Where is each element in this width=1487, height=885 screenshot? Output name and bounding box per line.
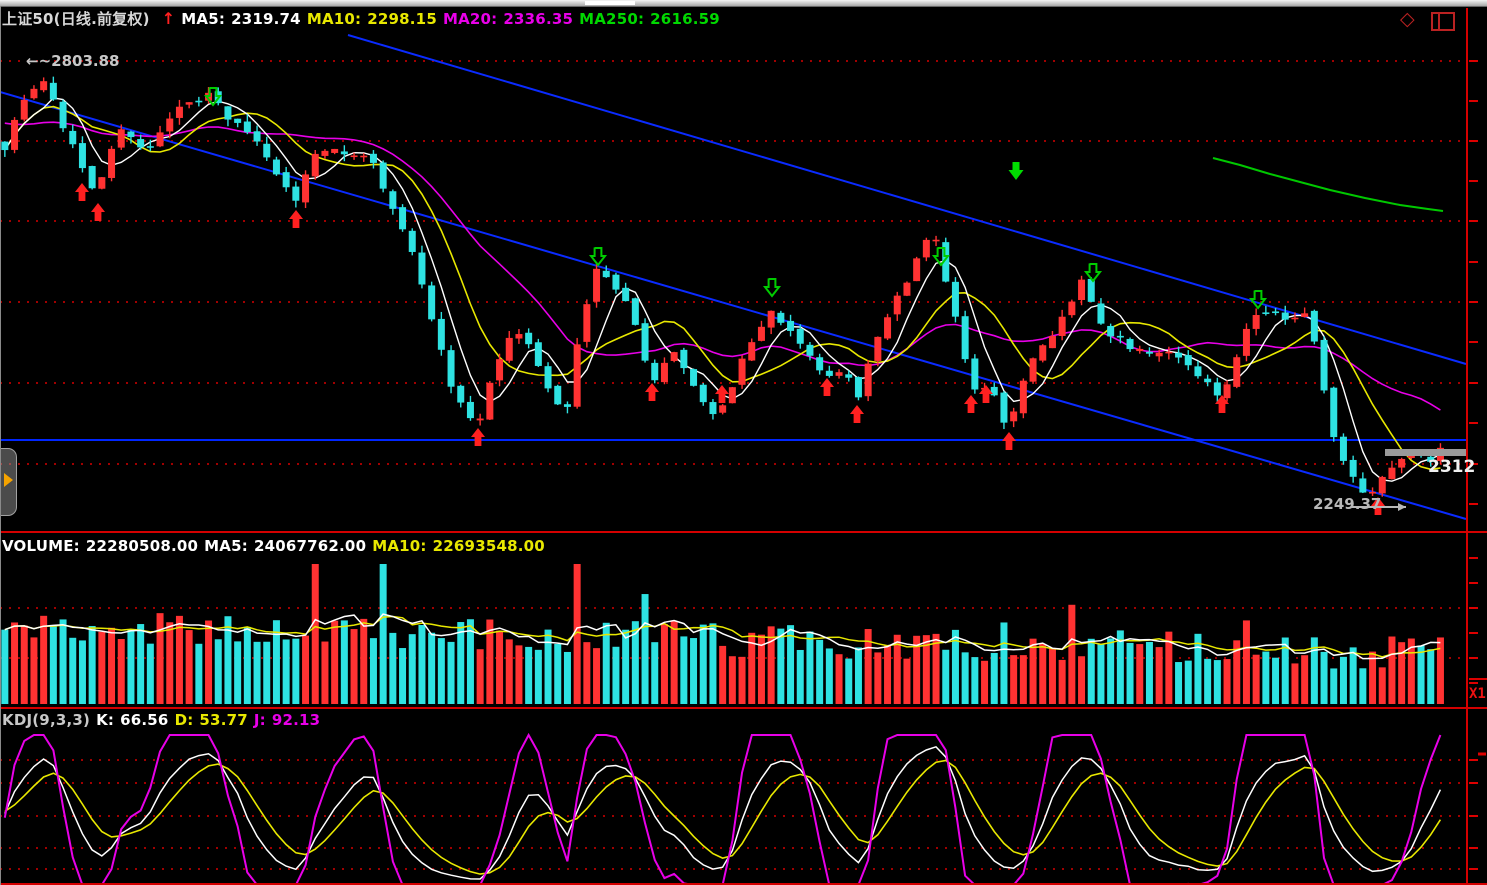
- split-pane-icon-divider: [1438, 14, 1440, 29]
- vol-ma10-value: 22693548.00: [432, 537, 545, 555]
- last-price-pointer-bar: [1385, 449, 1466, 456]
- vol-ma10-label: MA10:: [372, 537, 427, 555]
- kdj-j-label: J:: [253, 711, 266, 729]
- ma10-value: 2298.15: [367, 10, 437, 28]
- kdj-d-value: 53.77: [199, 711, 248, 729]
- window-left-edge: [0, 6, 1, 885]
- kdj-k-label: K:: [96, 711, 115, 729]
- kdj-k-value: 66.56: [120, 711, 169, 729]
- main-chart-header: 上证50(日线.前复权) ↑ MA5: 2319.74 MA10: 2298.15 MA20…: [2, 8, 726, 29]
- ma10-label: MA10:: [306, 10, 362, 28]
- last-price-tag: 2312: [1428, 457, 1476, 477]
- ma5-label: MA5:: [181, 10, 226, 28]
- period-high-marker: ←~2803.88: [26, 52, 119, 70]
- instrument-title: 上证50(日线.前复权): [2, 10, 150, 28]
- kdj-j-value: 92.13: [271, 711, 321, 729]
- scale-indicator: X1: [1469, 686, 1486, 702]
- ma20-value: 2336.35: [503, 10, 574, 28]
- volume-header: VOLUME: 22280508.00 MA5: 24067762.00 MA10: 22…: [2, 537, 551, 555]
- volume-value: 22280508.00: [85, 537, 199, 555]
- expand-triangle-icon: [4, 473, 13, 487]
- split-pane-icon[interactable]: [1431, 12, 1455, 31]
- period-low-marker: 2249.37: [1313, 495, 1381, 513]
- vol-ma5-value: 24067762.00: [253, 537, 367, 555]
- ma250-label: MA250:: [579, 10, 645, 28]
- volume-label: VOLUME:: [2, 537, 80, 555]
- sidebar-expand-handle[interactable]: [0, 448, 17, 516]
- diamond-icon[interactable]: ◇: [1400, 8, 1415, 30]
- up-arrow-icon: ↑: [161, 9, 176, 28]
- window-top-edge: [0, 0, 1487, 7]
- kdj-title: KDJ(9,3,3): [2, 711, 91, 729]
- kdj-header: KDJ(9,3,3) K: 66.56 D: 53.77 J: 92.13: [2, 711, 326, 729]
- ma20-label: MA20:: [442, 10, 498, 28]
- low-value: 2249.37: [1313, 495, 1382, 513]
- vol-ma5-label: MA5:: [204, 537, 248, 555]
- ma250-value: 2616.59: [650, 10, 720, 28]
- kdj-d-label: D:: [174, 711, 194, 729]
- high-arrow-glyph: ←~: [26, 52, 52, 70]
- ma5-value: 2319.74: [231, 10, 301, 28]
- high-value: 2803.88: [51, 52, 120, 70]
- scrollbar-thumb[interactable]: [585, 1, 635, 5]
